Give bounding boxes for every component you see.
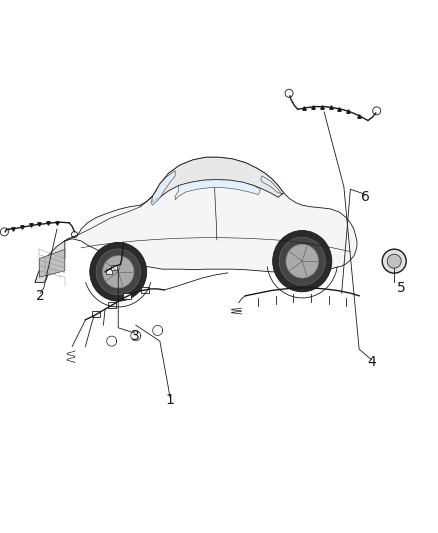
Ellipse shape <box>272 231 332 292</box>
Ellipse shape <box>102 256 134 288</box>
Ellipse shape <box>286 244 318 278</box>
Text: 5: 5 <box>397 281 406 295</box>
Polygon shape <box>35 157 357 282</box>
Polygon shape <box>152 157 284 203</box>
Polygon shape <box>151 171 175 205</box>
Ellipse shape <box>279 237 325 285</box>
Bar <box>123 293 131 299</box>
Text: 4: 4 <box>367 356 376 369</box>
Text: 1: 1 <box>166 393 174 407</box>
Circle shape <box>387 254 401 268</box>
Bar <box>106 269 112 274</box>
Bar <box>111 265 117 270</box>
Bar <box>141 287 148 293</box>
Circle shape <box>382 249 406 273</box>
Ellipse shape <box>96 249 141 295</box>
Polygon shape <box>261 176 283 195</box>
Text: 2: 2 <box>36 289 45 303</box>
Bar <box>108 302 116 308</box>
Text: 6: 6 <box>361 190 370 204</box>
Polygon shape <box>39 249 65 277</box>
Ellipse shape <box>90 243 147 301</box>
Polygon shape <box>175 180 261 200</box>
Polygon shape <box>35 241 65 282</box>
Text: 3: 3 <box>131 329 139 343</box>
Bar <box>92 311 100 318</box>
